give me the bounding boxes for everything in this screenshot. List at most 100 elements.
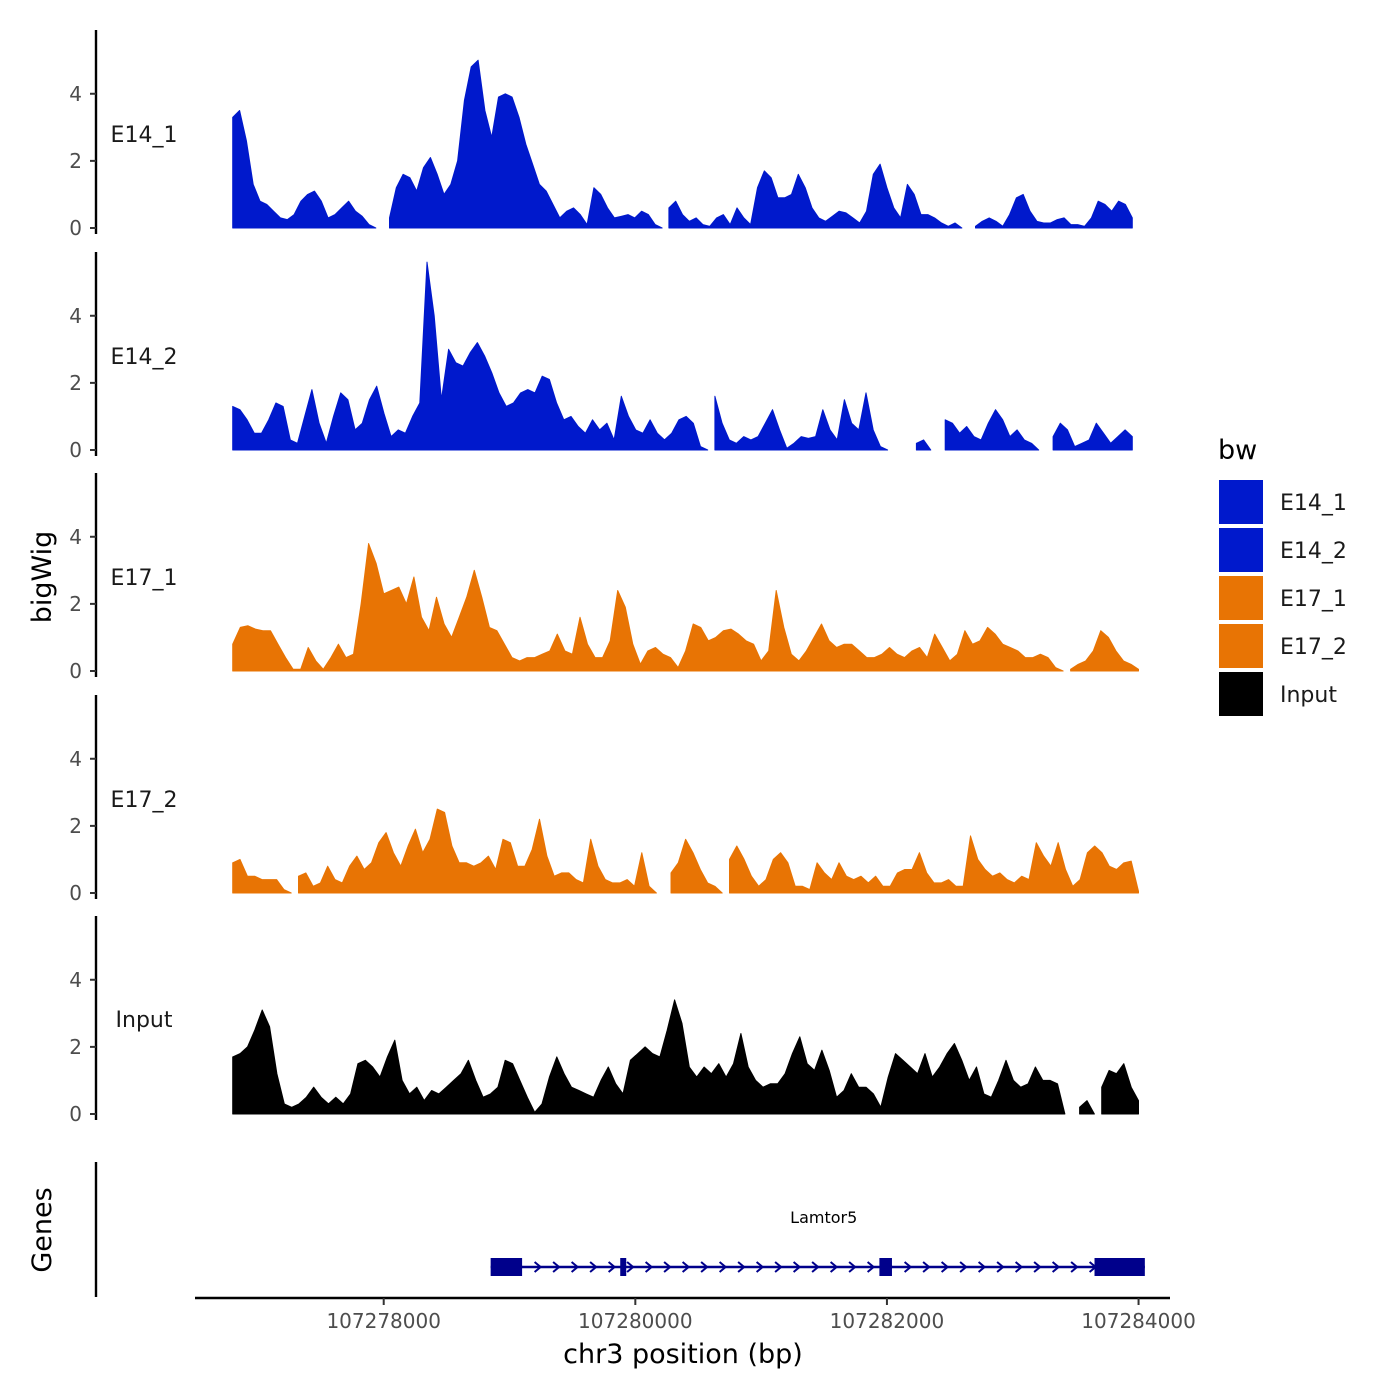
legend-swatch-E17_1: [1217, 574, 1265, 622]
strand-arrow: [940, 1261, 950, 1273]
panel-E17_1: 0 2 4 E17_1: [69, 473, 1139, 683]
strand-arrow: [533, 1261, 543, 1273]
legend-swatch-E14_1: [1217, 478, 1265, 526]
gene-exon: [490, 1258, 523, 1276]
panel-E14_1: 0 2 4 E14_1: [69, 30, 1133, 240]
legend-label-E17_2: E17_2: [1280, 635, 1347, 660]
y-tick-label: 4: [69, 968, 82, 992]
track-label-Input: Input: [116, 1008, 173, 1033]
strand-arrow: [755, 1261, 765, 1273]
track-label-E17_1: E17_1: [111, 566, 178, 591]
x-tick-label: 107278000: [326, 1309, 441, 1333]
x-tick-label: 107284000: [1081, 1309, 1196, 1333]
strand-arrow: [1014, 1261, 1024, 1273]
strand-arrow: [681, 1261, 691, 1273]
strand-arrow: [626, 1261, 635, 1273]
strand-arrow: [959, 1261, 968, 1273]
strand-arrow: [811, 1261, 820, 1273]
strand-arrow: [774, 1261, 783, 1273]
legend-label-E14_2: E14_2: [1280, 539, 1347, 564]
x-tick-label: 107282000: [830, 1309, 945, 1333]
x-axis: 107278000 107280000 107282000 107284000 chr…: [195, 1296, 1196, 1370]
strand-arrow: [866, 1261, 876, 1273]
legend-swatch-E17_2: [1217, 622, 1265, 670]
y-tick-label: 0: [69, 881, 82, 905]
coverage-panels: 0 2 4 E14_1 0 2 4 E14_2 0 2 4 E17_1 0 2 4 E17_2 0 2 4 Input: [69, 30, 1139, 1126]
gene-exon: [1094, 1258, 1145, 1276]
y-tick-label: 2: [69, 592, 82, 616]
strand-arrow: [829, 1261, 839, 1273]
coverage-area-Input: [1079, 1100, 1095, 1115]
y-tick-label: 2: [69, 149, 82, 173]
strand-arrow: [737, 1261, 746, 1273]
y-tick-label: 4: [69, 525, 82, 549]
coverage-area-Input: [1101, 1063, 1139, 1115]
genes-track-label: Genes: [27, 1187, 58, 1272]
gene-exon: [879, 1258, 892, 1276]
strand-arrow: [903, 1261, 913, 1273]
y-tick-label: 0: [69, 659, 82, 683]
y-axis-title: bigWig: [27, 531, 58, 624]
panel-E17_2: 0 2 4 E17_2: [69, 695, 1139, 905]
y-tick-label: 0: [69, 1102, 82, 1126]
y-tick-label: 0: [69, 438, 82, 462]
gene-name-label: Lamtor5: [790, 1208, 857, 1227]
coverage-area-E17_1: [1070, 630, 1139, 672]
strand-arrow: [700, 1261, 709, 1273]
coverage-area-E17_2: [232, 858, 292, 894]
strand-arrow: [552, 1261, 561, 1273]
strand-arrow: [607, 1261, 617, 1273]
track-label-E14_2: E14_2: [111, 345, 178, 370]
legend-label-Input: Input: [1280, 683, 1337, 708]
y-tick-label: 4: [69, 82, 82, 106]
y-tick-label: 2: [69, 814, 82, 838]
y-tick-label: 2: [69, 1035, 82, 1059]
gene-models: Lamtor5: [490, 1208, 1145, 1276]
coverage-area-E14_2: [944, 409, 1040, 451]
genes-track: Genes Lamtor5: [27, 1162, 1145, 1297]
legend-label-E14_1: E14_1: [1280, 491, 1347, 516]
gene-exon: [620, 1258, 627, 1276]
strand-arrow: [589, 1261, 598, 1273]
legend-items: E14_1 E14_2 E17_1 E17_2 Input: [1217, 478, 1347, 718]
x-axis-ticks: 107278000 107280000 107282000 107284000: [326, 1298, 1196, 1333]
strand-arrow: [996, 1261, 1005, 1273]
coverage-area-E14_2: [915, 439, 932, 451]
legend: bw E14_1 E14_2 E17_1 E17_2 Input: [1217, 435, 1347, 718]
coverage-area-E14_1: [975, 193, 1133, 229]
strand-arrow: [848, 1261, 857, 1273]
y-tick-label: 4: [69, 747, 82, 771]
coverage-area-E17_1: [232, 543, 1064, 672]
coverage-area-E14_2: [1052, 422, 1133, 451]
legend-title: bw: [1218, 435, 1257, 466]
coverage-area-E14_1: [668, 163, 963, 229]
coverage-area-E17_2: [729, 835, 1139, 894]
x-tick-label: 107280000: [578, 1309, 693, 1333]
coverage-area-E14_1: [232, 110, 377, 229]
track-label-E17_2: E17_2: [111, 788, 178, 813]
coverage-area-E17_2: [298, 808, 657, 894]
y-tick-label: 0: [69, 216, 82, 240]
coverage-area-E17_2: [670, 838, 723, 894]
y-tick-label: 4: [69, 304, 82, 328]
strand-arrow: [922, 1261, 931, 1273]
strand-arrow: [570, 1261, 580, 1273]
strand-arrow: [792, 1261, 802, 1273]
strand-arrow: [644, 1261, 654, 1273]
coverage-area-E14_1: [389, 59, 663, 229]
coverage-area-E14_2: [714, 392, 889, 451]
panel-E14_2: 0 2 4 E14_2: [69, 252, 1133, 462]
strand-arrow: [718, 1261, 728, 1273]
strand-arrow: [663, 1261, 672, 1273]
y-tick-label: 2: [69, 371, 82, 395]
panel-Input: 0 2 4 Input: [69, 916, 1139, 1126]
strand-arrow: [977, 1261, 987, 1273]
strand-arrow: [1033, 1261, 1042, 1273]
track-label-E14_1: E14_1: [111, 123, 178, 148]
legend-swatch-Input: [1217, 670, 1265, 718]
strand-arrow: [1051, 1261, 1061, 1273]
x-axis-title: chr3 position (bp): [563, 1339, 803, 1370]
strand-arrow: [1070, 1261, 1079, 1273]
coverage-area-E14_2: [232, 261, 709, 451]
